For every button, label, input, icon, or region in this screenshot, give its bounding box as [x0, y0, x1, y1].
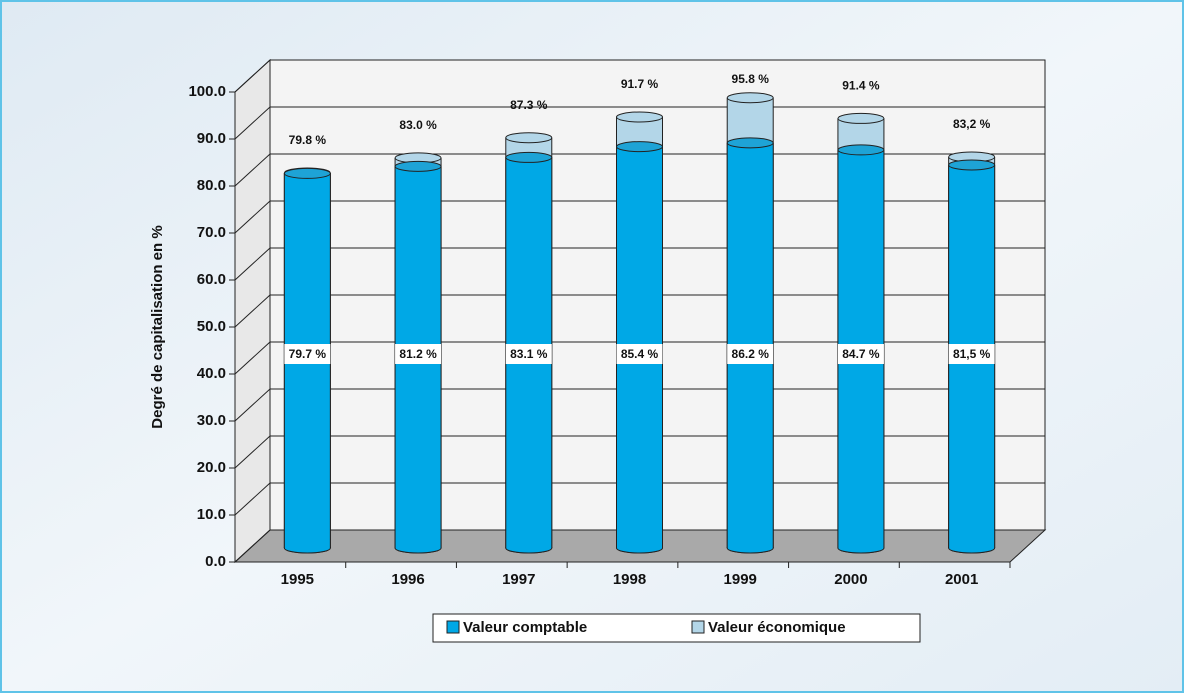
data-label: 79.8 %: [289, 133, 327, 147]
x-tick-label: 1999: [724, 571, 757, 588]
data-label-box: [727, 344, 774, 364]
cylinder-top: [394, 160, 442, 172]
grid-line: [234, 341, 271, 375]
y-axis-label: Degré de capitalisation en %: [149, 225, 166, 428]
y-tick-label: 0.0: [205, 553, 226, 570]
cylinder-top: [948, 159, 996, 171]
y-tick-label: 90.0: [197, 130, 226, 147]
grid-line: [234, 200, 271, 234]
data-label: 87.3 %: [510, 98, 548, 112]
data-label: 83,2 %: [953, 117, 991, 131]
legend-swatch: [446, 620, 460, 634]
cylinder-top: [837, 112, 885, 124]
data-label: 81,5 %: [953, 347, 991, 361]
data-label-box: [505, 344, 552, 364]
y-tick-label: 70.0: [197, 224, 226, 241]
grid-line: [234, 106, 271, 140]
grid-line: [234, 435, 271, 469]
grid-line: [234, 482, 271, 516]
grid-line: [234, 153, 271, 187]
legend: [432, 613, 921, 643]
cylinder-top: [283, 167, 331, 179]
y-tick-label: 100.0: [188, 83, 226, 100]
cylinder-top: [505, 132, 553, 144]
x-tick-label: 1995: [281, 571, 314, 588]
y-tick-label: 80.0: [197, 177, 226, 194]
data-label: 95.8 %: [732, 72, 770, 86]
data-label: 85.4 %: [621, 347, 659, 361]
grid-line: [234, 388, 271, 422]
data-label: 81.2 %: [399, 347, 437, 361]
legend-swatch: [691, 620, 705, 634]
y-tick-label: 40.0: [197, 365, 226, 382]
y-tick-label: 60.0: [197, 271, 226, 288]
data-label-box: [948, 344, 995, 364]
legend-label: Valeur comptable: [463, 619, 587, 636]
cylinder-top: [726, 137, 774, 149]
cylinder-top: [616, 141, 663, 153]
data-label-box: [395, 344, 442, 364]
data-label: 91.4 %: [842, 79, 880, 93]
data-label: 91.7 %: [621, 77, 659, 91]
grid-line: [234, 294, 271, 328]
data-label: 83.1 %: [510, 347, 548, 361]
x-tick-label: 1998: [613, 571, 646, 588]
grid-line: [234, 529, 271, 563]
y-tick-label: 30.0: [197, 412, 226, 429]
grid-line: [234, 247, 271, 281]
y-tick-label: 50.0: [197, 318, 226, 335]
y-tick-label: 20.0: [197, 459, 226, 476]
x-tick-label: 2000: [834, 571, 867, 588]
data-label: 86.2 %: [732, 347, 770, 361]
grid-line: [234, 59, 271, 93]
x-tick-label: 1996: [391, 571, 424, 588]
cylinder-top: [837, 144, 885, 156]
data-label: 83.0 %: [399, 118, 437, 132]
cylinder-top: [726, 92, 774, 104]
data-label: 84.7 %: [842, 347, 880, 361]
data-label-box: [284, 344, 331, 364]
x-tick-label: 1997: [502, 571, 535, 588]
cylinder-top: [616, 111, 663, 123]
legend-label: Valeur économique: [708, 619, 846, 636]
x-tick-label: 2001: [945, 571, 978, 588]
data-label-box: [616, 344, 663, 364]
cylinder-top: [505, 151, 553, 163]
data-label: 79.7 %: [289, 347, 327, 361]
data-label-box: [837, 344, 884, 364]
y-tick-label: 10.0: [197, 506, 226, 523]
